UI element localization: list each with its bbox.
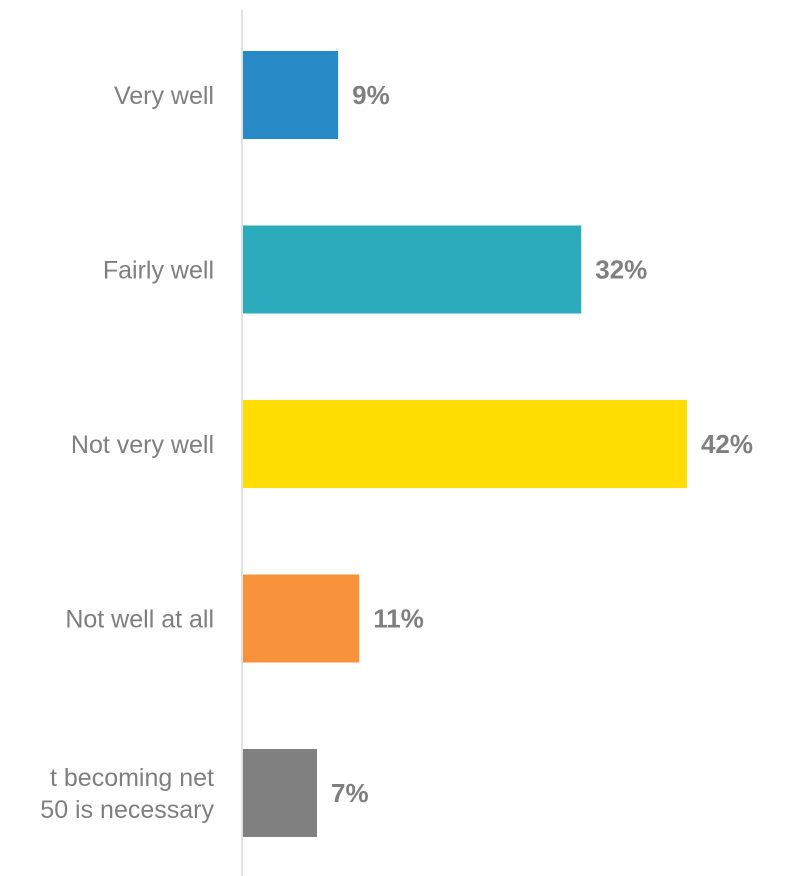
category-label-2-line-0: Not very well	[71, 431, 214, 459]
category-label-0: Very well	[114, 82, 214, 110]
bar-4	[243, 749, 317, 837]
category-label-4-line-1: 50 is necessary	[40, 796, 214, 824]
category-label-1: Fairly well	[103, 257, 214, 285]
category-labels: Very well Fairly well Not very well Not wel…	[40, 82, 214, 824]
value-label-2: 42%	[701, 429, 753, 459]
bar-1	[243, 225, 582, 314]
bars-group	[243, 51, 687, 837]
category-label-3-line-0: Not well at all	[65, 606, 214, 634]
category-label-2: Not very well	[71, 431, 214, 459]
value-labels: 9% 32% 42% 11% 7%	[331, 80, 753, 808]
bar-2	[243, 400, 687, 488]
bar-3	[243, 574, 360, 663]
bar-0	[243, 51, 339, 139]
value-label-3: 11%	[373, 604, 424, 634]
category-label-0-line-0: Very well	[114, 82, 214, 110]
category-label-1-line-0: Fairly well	[103, 257, 214, 285]
category-label-4-line-0: t becoming net	[50, 764, 214, 792]
value-label-0: 9%	[352, 80, 390, 110]
value-label-4: 7%	[331, 778, 369, 808]
category-label-4: t becoming net 50 is necessary	[40, 764, 214, 824]
category-label-3: Not well at all	[65, 606, 214, 634]
value-label-1: 32%	[595, 255, 647, 285]
